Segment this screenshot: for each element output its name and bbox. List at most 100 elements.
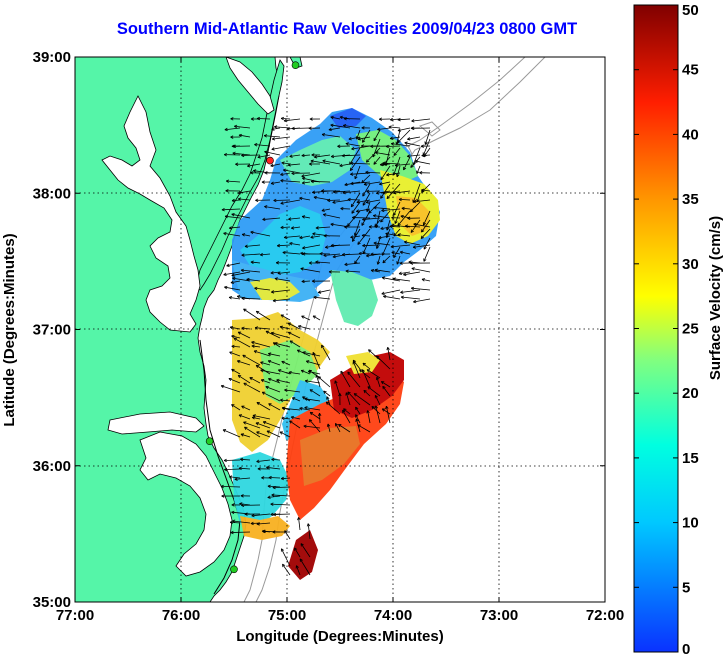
velocity-arrow [357, 228, 371, 245]
velocity-arrow [263, 421, 281, 429]
velocity-arrow-head [355, 406, 359, 411]
velocity-arrow-head [261, 476, 265, 480]
albemarle-sound [107, 411, 205, 435]
velocity-arrow-head [312, 232, 316, 236]
velocity-arrow [299, 235, 311, 239]
velocity-arrow [241, 253, 261, 256]
velocity-arrow-head [254, 326, 259, 330]
velocity-arrow-head [383, 294, 387, 299]
velocity-arrow [375, 210, 381, 228]
velocity-arrow [409, 201, 421, 213]
velocity-arrow-head [351, 210, 355, 214]
velocity-arrow [230, 531, 251, 533]
velocity-arrow [223, 232, 241, 237]
velocity-arrow [242, 354, 261, 366]
velocity-arrow-head [252, 414, 256, 418]
velocity-arrow [251, 341, 271, 348]
velocity-arrow [241, 405, 251, 411]
velocity-arrow [413, 199, 431, 203]
velocity-arrow [382, 385, 391, 397]
velocity-arrow [396, 129, 401, 145]
velocity-arrow-head [240, 268, 245, 273]
velocity-arrow-head [354, 175, 358, 180]
y-tick-label: 38:00 [33, 185, 71, 202]
velocity-arrow [299, 407, 311, 411]
velocity-arrow [397, 210, 411, 226]
velocity-arrow-head [234, 477, 238, 481]
x-axis: 77:00 76:00 75:00 74:00 73:00 72:00 [56, 57, 624, 624]
velocity-arrow-head [224, 214, 229, 219]
velocity-arrow-head [401, 206, 405, 211]
velocity-arrow-head [288, 370, 292, 375]
velocity-arrow-head [361, 369, 365, 373]
velocity-arrow-head [271, 147, 275, 151]
velocity-arrow [231, 199, 241, 202]
velocity-arrow-head [321, 208, 325, 212]
velocity-arrow-head [230, 280, 234, 284]
velocity-arrow [367, 410, 371, 424]
velocity-arrow-head [420, 229, 425, 233]
velocity-arrow [407, 154, 421, 157]
velocity-arrow-head [311, 279, 316, 283]
velocity-arrow [289, 340, 301, 348]
velocity-arrow [274, 126, 291, 129]
velocity-arrow [238, 467, 251, 470]
velocity-arrow [373, 129, 381, 142]
velocity-arrow [382, 255, 391, 264]
velocity-arrow-head [240, 457, 244, 462]
velocity-arrow [413, 244, 431, 248]
velocity-arrow [355, 414, 361, 424]
velocity-arrow-head [407, 137, 411, 141]
velocity-arrow [315, 226, 331, 229]
velocity-arrow-head [327, 198, 331, 203]
velocity-arrow-head [226, 263, 230, 267]
velocity-arrow [266, 466, 281, 470]
velocity-arrow [237, 374, 251, 384]
velocity-arrow [237, 190, 251, 194]
velocity-arrow-head [277, 271, 281, 275]
velocity-arrow-head [220, 384, 225, 389]
velocity-arrow [231, 511, 251, 515]
velocity-arrow-head [241, 405, 245, 409]
velocity-arrow-head [411, 126, 415, 131]
velocity-arrow [393, 201, 401, 216]
velocity-arrow-head [250, 171, 254, 175]
velocity-arrow [290, 416, 301, 420]
velocity-arrow-head [301, 174, 305, 178]
velocity-arrow-head [380, 176, 384, 181]
velocity-arrow [393, 147, 401, 156]
velocity-arrow [351, 201, 361, 214]
velocity-arrow [327, 423, 331, 433]
velocity-arrow [280, 172, 291, 176]
velocity-arrow-head [287, 331, 292, 335]
velocity-arrow-head [420, 144, 424, 148]
velocity-arrow-head [310, 179, 314, 184]
velocity-arrow-head [265, 385, 269, 390]
velocity-arrow-head [259, 252, 264, 257]
velocity-arrow [390, 244, 411, 248]
velocity-arrow [231, 335, 241, 339]
velocity-arrow-head [268, 352, 272, 356]
velocity-arrow-head [357, 424, 361, 428]
velocity-arrow [314, 154, 331, 158]
velocity-arrow [386, 219, 391, 231]
velocity-arrow-head [340, 370, 344, 375]
velocity-arrow [268, 477, 281, 479]
velocity-arrow-head [280, 476, 285, 481]
velocity-arrow [373, 215, 391, 219]
velocity-arrow [395, 163, 411, 166]
velocity-arrow-head [313, 295, 317, 300]
velocity-arrow-head [280, 398, 284, 402]
velocity-arrow-head [317, 412, 322, 417]
velocity-arrow-head [276, 378, 280, 383]
velocity-arrow-head [241, 503, 245, 508]
velocity-arrow [371, 406, 381, 415]
velocity-arrow-head [358, 251, 362, 256]
velocity-arrow [368, 349, 381, 361]
velocity-arrow-head [366, 410, 370, 414]
velocity-arrow-head [236, 359, 241, 364]
velocity-arrow [277, 271, 291, 274]
velocity-arrow [287, 322, 301, 330]
velocity-arrow-head [382, 162, 386, 166]
velocity-arrow-head [264, 150, 268, 154]
